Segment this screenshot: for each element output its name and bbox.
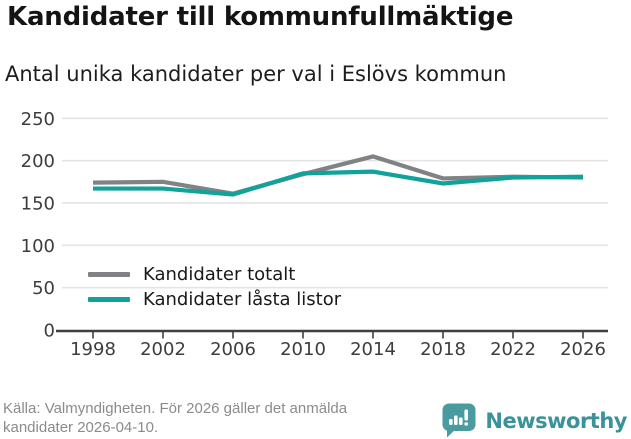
y-tick-label-250: 250	[21, 109, 55, 130]
x-tick-label-2010: 2010	[280, 339, 326, 360]
x-tick-label-2006: 2006	[210, 339, 256, 360]
legend-label-lasta-listor: Kandidater låsta listor	[143, 288, 342, 310]
source-line-2: kandidater 2026-04-10.	[3, 419, 159, 436]
chart-subtitle: Antal unika kandidater per val i Eslövs …	[5, 62, 507, 86]
x-tick-label-2018: 2018	[420, 339, 466, 360]
chart-title: Kandidater till kommunfullmäktige	[7, 2, 514, 32]
newsworthy-logo[interactable]: Newsworthy	[442, 403, 627, 438]
legend-item-totalt: Kandidater totalt	[88, 262, 341, 286]
source-line-1: Källa: Valmyndigheten. För 2026 gäller d…	[3, 400, 348, 417]
newsworthy-logo-icon	[442, 403, 476, 438]
x-tick-label-1998: 1998	[70, 339, 116, 360]
legend-label-totalt: Kandidater totalt	[143, 263, 296, 285]
x-tick-label-2022: 2022	[490, 339, 536, 360]
legend-swatch-totalt	[88, 271, 130, 277]
legend-swatch-lasta-listor	[88, 296, 130, 302]
y-tick-label-150: 150	[21, 193, 55, 214]
newsworthy-wordmark: Newsworthy	[485, 408, 627, 433]
y-tick-label-50: 50	[32, 278, 55, 299]
x-tick-label-2026: 2026	[560, 339, 606, 360]
chart-legend: Kandidater totalt Kandidater låsta listo…	[88, 262, 341, 311]
series-line-1	[93, 169, 584, 197]
x-tick-label-2014: 2014	[350, 339, 396, 360]
y-tick-label-200: 200	[21, 151, 55, 172]
y-tick-label-100: 100	[21, 236, 55, 257]
x-tick-label-2002: 2002	[140, 339, 186, 360]
source-note: Källa: Valmyndigheten. För 2026 gäller d…	[3, 399, 347, 437]
y-tick-label-0: 0	[44, 321, 55, 342]
legend-item-lasta-listor: Kandidater låsta listor	[88, 287, 341, 311]
